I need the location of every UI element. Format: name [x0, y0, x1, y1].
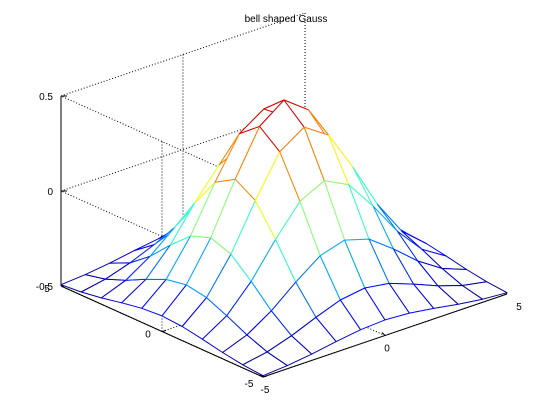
x-tick-label: 5 [516, 302, 522, 313]
z-tick-label: 0.5 [39, 92, 53, 103]
x-tick-label: 0 [384, 344, 390, 355]
y-tick-mark [161, 330, 167, 332]
chart-title: bell shaped Gauss [245, 14, 328, 25]
y-tick-label: 0 [145, 330, 151, 341]
z-tick-label: 0 [47, 187, 53, 198]
y-tick-label: 5 [44, 284, 50, 295]
y-tick-label: -5 [245, 379, 254, 390]
z-tick-label: -0.5 [36, 282, 54, 293]
grid-line [60, 107, 306, 192]
surface-mesh [60, 99, 508, 377]
x-tick-mark [381, 332, 386, 336]
grid-line [60, 12, 306, 97]
tick-labels: -0.5 0 0.5 -5 0 5 -5 0 5 [36, 92, 522, 396]
surface-cell [461, 281, 508, 300]
x-tick-label: -5 [261, 385, 270, 396]
y-tick-mark [262, 375, 268, 378]
